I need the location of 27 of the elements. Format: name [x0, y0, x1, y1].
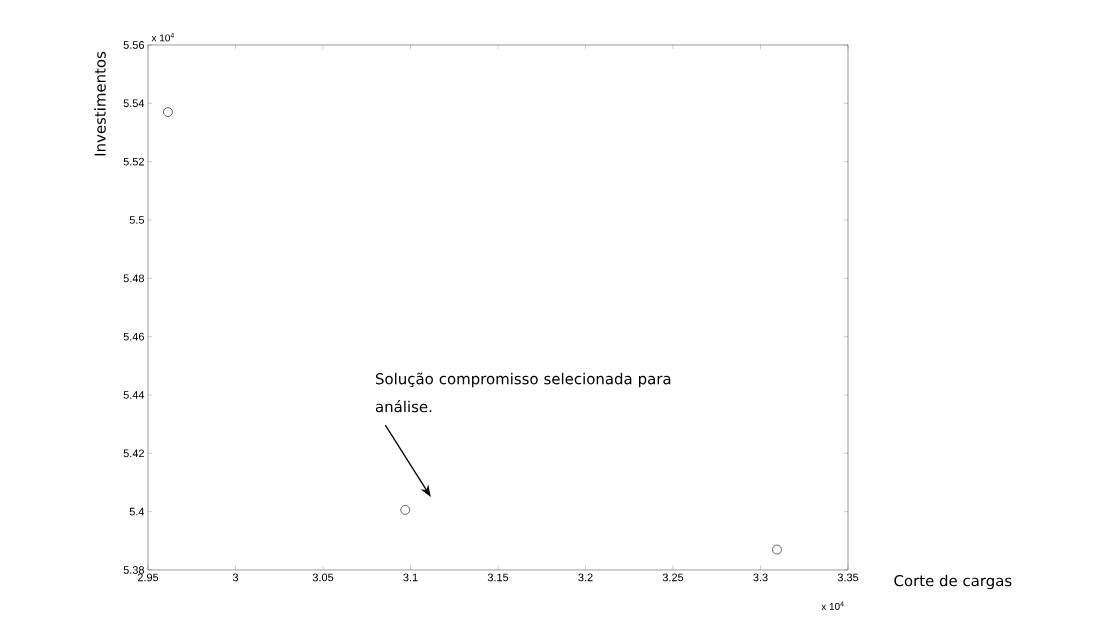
point [772, 544, 782, 555]
x-tick-label: 3.05 [312, 573, 334, 582]
point [163, 107, 173, 117]
y-tick-label: 5.46 [123, 332, 144, 341]
x-axis-title: Corte de cargas [894, 574, 1012, 590]
x-tick-label: 3.1 [403, 573, 418, 582]
x-tick-label: 3.15 [487, 573, 509, 582]
y-tick-label: 5.4 [129, 507, 145, 516]
y-tick-label: 5.52 [123, 157, 144, 166]
y-tick-label: 5.38 [123, 566, 144, 574]
y-tick-label: 5.56 [123, 41, 144, 49]
y-tick-label: 5.5 [129, 216, 145, 224]
x-tick-label: 3.35 [837, 573, 859, 582]
text: x 10$^{4}$ [151, 32, 175, 42]
text: x 10$^{4}$ [821, 601, 844, 611]
y-tick-label: 5.54 [123, 99, 145, 108]
x-tick-label: 3.25 [662, 573, 684, 582]
y-tick-label: 5.44 [123, 391, 145, 399]
y-tick-label: 5.48 [123, 274, 144, 283]
x-tick-label: 2.95 [137, 573, 159, 582]
x-tick-label: 3.2 [578, 573, 593, 582]
y-tick-label: 5.42 [123, 449, 144, 458]
x-tick-label: 3 [232, 573, 239, 582]
point [400, 505, 411, 515]
x-tick-label: 3.3 [753, 573, 768, 582]
annotation: Solução compromisso selecionada para análise. [375, 372, 671, 413]
y-axis-title: Investimentos [94, 51, 106, 156]
